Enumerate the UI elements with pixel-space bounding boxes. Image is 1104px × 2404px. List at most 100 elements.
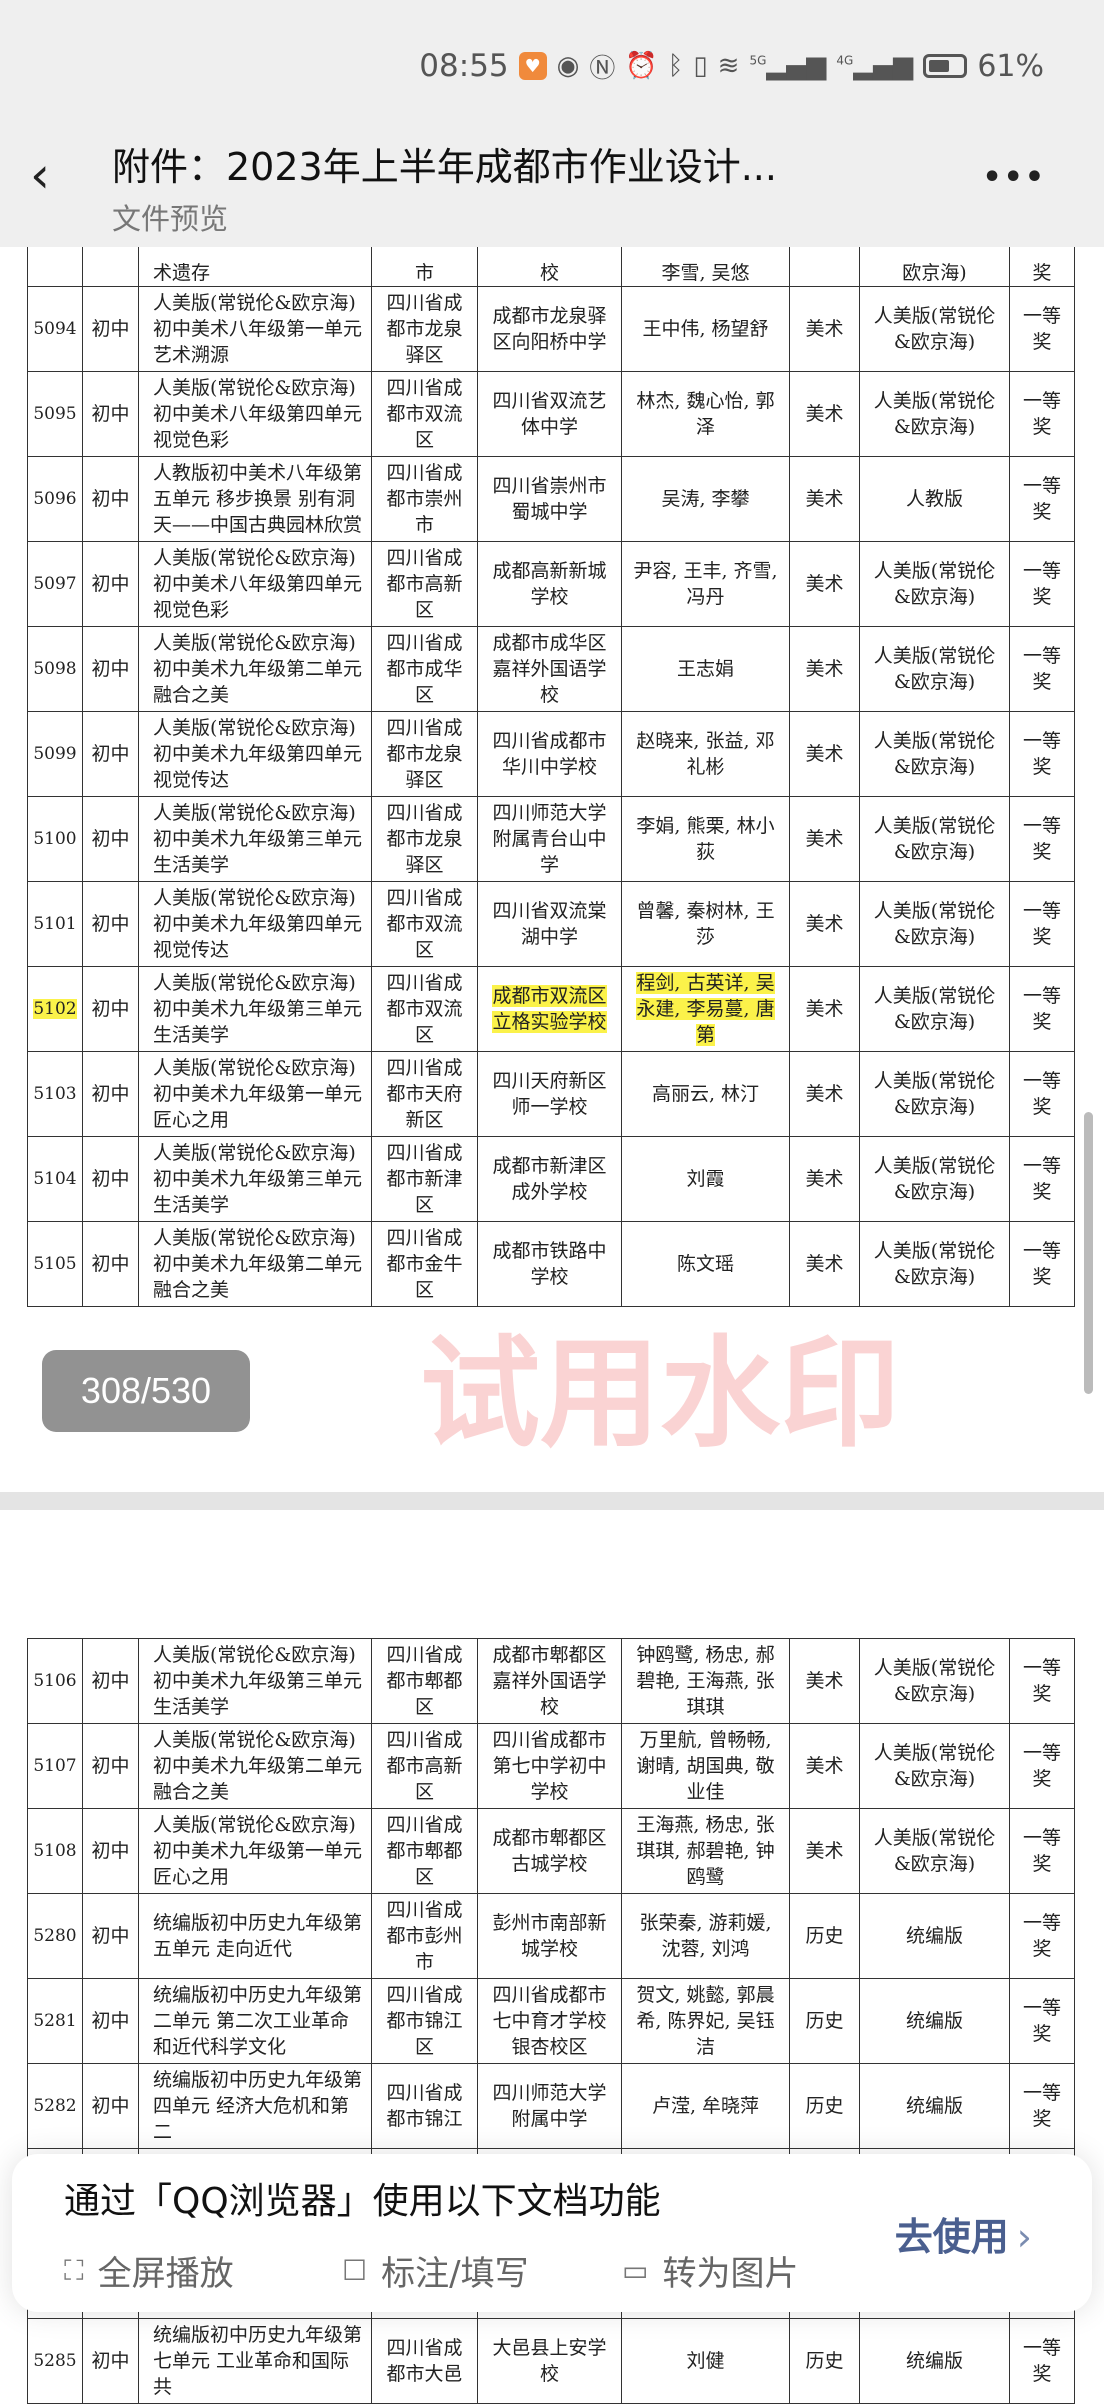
cell-version: 人美版(常锐伦&欧京海) — [859, 711, 1010, 797]
id-text: 5280 — [33, 1926, 77, 1946]
table-row: 5096 初中 人教版初中美术八年级第五单元 移步换景 别有洞天——中国古典园林欣赏… — [27, 456, 1075, 542]
version-text: 人教版 — [905, 488, 963, 510]
more-icon[interactable]: ••• — [982, 160, 1046, 195]
award-text: 一等奖 — [1022, 1155, 1061, 1203]
go-use-button[interactable]: 去使用 › — [895, 2206, 1032, 2261]
cell-id: 5281 — [27, 1978, 83, 2064]
school-text: 四川师范大学附属青台山中学 — [492, 802, 607, 876]
cell-region: 四川省成都市郫都区 — [371, 1808, 478, 1894]
chevron-left-icon[interactable]: ‹ — [30, 146, 50, 204]
cell-title: 人美版(常锐伦&欧京海)初中美术八年级第一单元艺术溯源 — [138, 286, 372, 372]
cell-authors: 陈文瑶 — [621, 1221, 790, 1307]
authors-text: 程剑, 古英详, 吴永建, 李易蔓, 唐第 — [636, 972, 775, 1046]
cell-award: 一等奖 — [1009, 2063, 1075, 2149]
id-text: 5102 — [33, 999, 77, 1019]
level-text: 初中 — [91, 403, 130, 425]
authors-text: 李娟, 熊栗, 林小荻 — [636, 815, 775, 863]
region-text: 四川省成都市天府新区 — [386, 1057, 463, 1131]
cell-authors: 林杰, 魏心怡, 郭泽 — [621, 371, 790, 457]
cell-region: 四川省成都市郫都区 — [371, 1638, 478, 1724]
feature-label: 标注/填写 — [381, 2254, 529, 2294]
award-text: 一等奖 — [1022, 2337, 1061, 2385]
cell-level: 初中 — [82, 626, 139, 712]
feature-to-image[interactable]: ▭ 转为图片 — [622, 2246, 798, 2295]
id-text: 5281 — [33, 2011, 77, 2031]
version-text: 人美版(常锐伦&欧京海) — [873, 1240, 996, 1288]
table-row: 5094 初中 人美版(常锐伦&欧京海)初中美术八年级第一单元艺术溯源 四川省成都市龙… — [27, 286, 1075, 372]
cell-version: 人美版(常锐伦&欧京海) — [859, 286, 1010, 372]
cell-region: 四川省成都市龙泉驿区 — [371, 711, 478, 797]
cell-version: 人美版(常锐伦&欧京海) — [859, 1808, 1010, 1894]
level-text: 初中 — [91, 2010, 130, 2032]
cell-authors: 赵晓来, 张益, 邓礼彬 — [621, 711, 790, 797]
cell-subject: 美术 — [789, 711, 860, 797]
cell-title: 人美版(常锐伦&欧京海)初中美术九年级第三单元生活美学 — [138, 966, 372, 1052]
award-text: 一等奖 — [1022, 390, 1061, 438]
title-text: 人美版(常锐伦&欧京海)初中美术八年级第一单元艺术溯源 — [153, 292, 363, 366]
cell-award: 一等奖 — [1009, 1808, 1075, 1894]
level-text: 初中 — [91, 1670, 130, 1692]
award-text: 一等奖 — [1022, 1997, 1061, 2045]
cell-subject: 美术 — [789, 796, 860, 882]
cell-subject: 美术 — [789, 1221, 860, 1307]
cell-level: 初中 — [82, 711, 139, 797]
id-text: 5094 — [33, 319, 77, 339]
authors-text: 林杰, 魏心怡, 郭泽 — [636, 390, 775, 438]
cell-version: 人美版(常锐伦&欧京海) — [859, 1723, 1010, 1809]
cell-id: 5282 — [27, 2063, 83, 2149]
feature-fullscreen[interactable]: ⛶ 全屏播放 — [64, 2246, 234, 2295]
region-text: 四川省成都市龙泉驿区 — [386, 292, 463, 366]
subject-text: 美术 — [805, 1755, 844, 1777]
level-text: 初中 — [91, 318, 130, 340]
table-row: 5104 初中 人美版(常锐伦&欧京海)初中美术九年级第三单元生活美学 四川省成都市新… — [27, 1136, 1075, 1222]
cell-school: 四川师范大学附属中学 — [477, 2063, 622, 2149]
cell-region: 四川省成都市龙泉驿区 — [371, 286, 478, 372]
cell-id: 5103 — [27, 1051, 83, 1137]
cell-region: 四川省成都市天府新区 — [371, 1051, 478, 1137]
region-text: 四川省成都市成华区 — [386, 632, 463, 706]
cell-title: 人美版(常锐伦&欧京海)初中美术八年级第四单元视觉色彩 — [138, 371, 372, 457]
popup-title: 通过「QQ浏览器」使用以下文档功能 — [64, 2181, 661, 2222]
title-text: 术遗存 — [153, 262, 211, 284]
cell-authors: 王海燕, 杨忠, 张琪琪, 郝碧艳, 钟鸥鹭 — [621, 1808, 790, 1894]
subject-text: 美术 — [805, 658, 844, 680]
cell-school: 成都市成华区嘉祥外国语学校 — [477, 626, 622, 712]
authors-text: 万里航, 曾畅畅, 谢晴, 胡国典, 敬业佳 — [636, 1729, 775, 1803]
cell-level: 初中 — [82, 1978, 139, 2064]
level-text: 初中 — [91, 1925, 130, 1947]
scrollbar[interactable] — [1084, 1112, 1093, 1394]
cell-region: 四川省成都市龙泉驿区 — [371, 796, 478, 882]
school-text: 大邑县上安学校 — [492, 2337, 607, 2385]
4g-signal-icon: 4G▂▄▆ — [836, 51, 914, 81]
cell-authors: 王志娟 — [621, 626, 790, 712]
subject-text: 美术 — [805, 743, 844, 765]
level-text: 初中 — [91, 828, 130, 850]
table-row: 5105 初中 人美版(常锐伦&欧京海)初中美术九年级第二单元融合之美 四川省成都市金… — [27, 1221, 1075, 1307]
version-text: 人美版(常锐伦&欧京海) — [873, 1657, 996, 1705]
cell-subject: 美术 — [789, 626, 860, 712]
version-text: 人美版(常锐伦&欧京海) — [873, 985, 996, 1033]
cell-school: 成都市铁路中学校 — [477, 1221, 622, 1307]
cell-id: 5098 — [27, 626, 83, 712]
cell-version: 人教版 — [859, 456, 1010, 542]
status-bar: 08:55 ♥ ◉ Ⓝ ⏰ ᛒ ▯ ≋ 5G▂▄▆ 4G▂▄▆ 61% — [419, 44, 1044, 88]
region-text: 四川省成都市郫都区 — [386, 1814, 463, 1888]
cell-subject: 美术 — [789, 456, 860, 542]
cell-region: 四川省成都市金牛区 — [371, 1221, 478, 1307]
cell-authors: 钟鸥鹭, 杨忠, 郝碧艳, 王海燕, 张琪琪 — [621, 1638, 790, 1724]
battery-icon — [923, 54, 968, 78]
cell-region: 四川省成都市彭州市 — [371, 1893, 478, 1979]
version-text: 人美版(常锐伦&欧京海) — [873, 1155, 996, 1203]
cell-authors: 张荣秦, 游莉媛, 沈蓉, 刘鸿 — [621, 1893, 790, 1979]
subject-text: 美术 — [805, 998, 844, 1020]
award-text: 一等奖 — [1022, 1827, 1061, 1875]
version-text: 人美版(常锐伦&欧京海) — [873, 900, 996, 948]
cell-subject: 美术 — [789, 1638, 860, 1724]
feature-annotate[interactable]: ☐ 标注/填写 — [342, 2246, 529, 2295]
cell-version: 人美版(常锐伦&欧京海) — [859, 796, 1010, 882]
cell-school: 四川省成都市华川中学校 — [477, 711, 622, 797]
region-text: 四川省成都市双流区 — [386, 887, 463, 961]
page-title: 附件：2023年上半年成都市作业设计... — [112, 145, 777, 189]
cell-school: 成都市双流区立格实验学校 — [477, 966, 622, 1052]
subject-text: 历史 — [805, 2350, 844, 2372]
